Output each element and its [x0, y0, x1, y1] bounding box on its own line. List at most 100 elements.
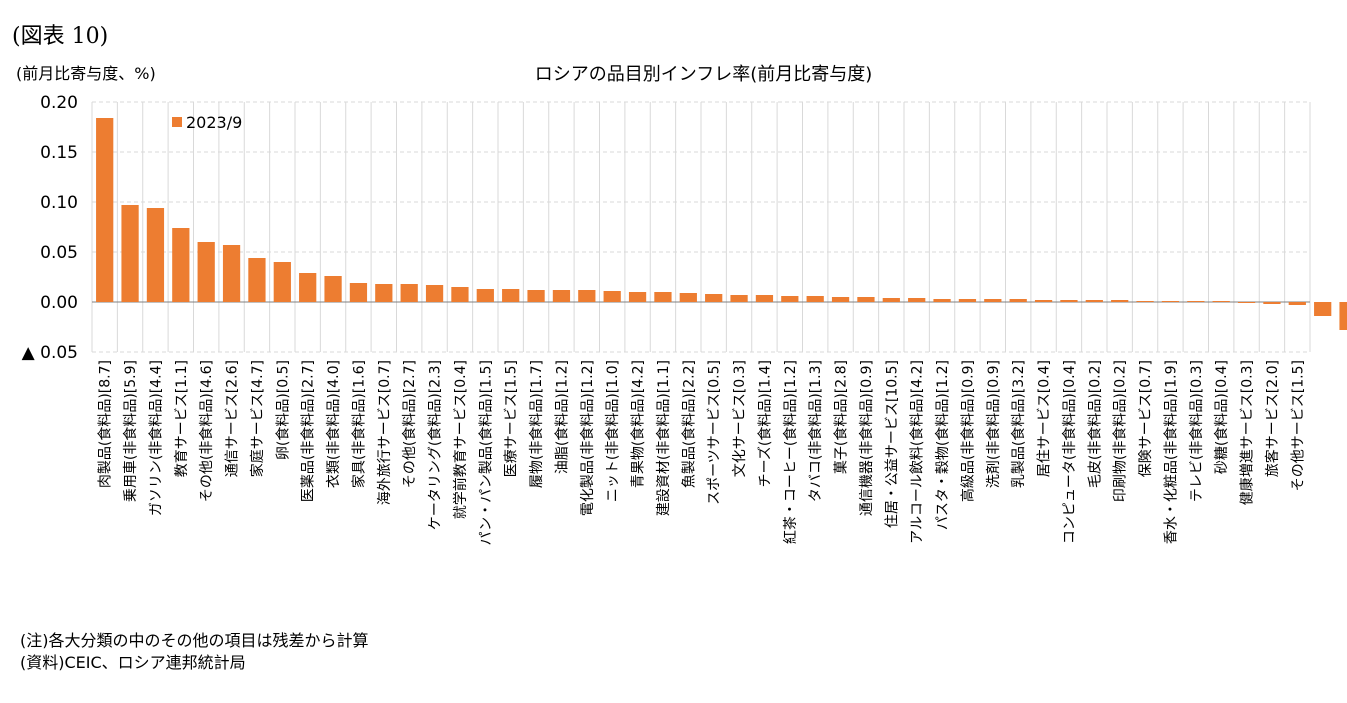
- x-tick-label: タバコ(非食料品)[1.3]: [807, 360, 824, 502]
- notes: (注)各大分類の中のその他の項目は残差から計算 (資料)CEIC、ロシア連邦統計…: [20, 630, 369, 674]
- bar: [730, 295, 748, 302]
- bar: [603, 291, 621, 302]
- bar: [984, 299, 1002, 302]
- figure-label: (図表 10): [12, 24, 109, 49]
- bar: [679, 293, 697, 302]
- legend-label: 2023/9: [186, 113, 242, 132]
- bar: [806, 296, 824, 302]
- x-tick-label: その他サービス[1.5]: [1290, 360, 1306, 491]
- bar: [248, 258, 266, 302]
- bar: [705, 294, 723, 302]
- x-tick-label: 医薬品(非食料品)[2.7]: [300, 360, 317, 502]
- y-tick-label: 0.20: [40, 93, 78, 113]
- bar: [628, 292, 647, 302]
- legend-swatch: [172, 117, 182, 127]
- bar: [882, 298, 900, 302]
- bar: [755, 295, 774, 302]
- bar: [654, 292, 672, 302]
- bar: [146, 208, 165, 302]
- x-tick-label: 香水・化粧品(非食料品)[1.9]: [1162, 360, 1179, 544]
- x-tick-label: チーズ(食料品)[1.4]: [756, 360, 773, 487]
- x-tick-label: ガソリン(非食料品)[4.4]: [147, 360, 164, 516]
- x-tick-label: 洗剤(非食料品)[0.9]: [985, 360, 1002, 488]
- bar: [121, 205, 139, 302]
- bar: [324, 276, 342, 302]
- x-tick-label: その他(非食料品)[4.6]: [198, 360, 215, 502]
- x-tick-label: 青果物(食料品)[4.2]: [630, 360, 647, 488]
- x-tick-label: 医療サービス[1.5]: [503, 360, 520, 477]
- bar: [1085, 300, 1103, 302]
- bar: [349, 283, 368, 302]
- x-tick-label: 衣類(非食料品)[4.0]: [325, 360, 342, 488]
- x-tick-label: 保険サービス[0.7]: [1138, 360, 1154, 477]
- bar: [831, 297, 850, 302]
- y-tick-label: ▲ 0.05: [22, 343, 78, 363]
- bar: [1111, 300, 1129, 302]
- bar: [502, 289, 520, 302]
- x-tick-label: 乳製品(食料品)[3.2]: [1010, 360, 1027, 488]
- x-tick-label: 住居・公益サービス[10.5]: [884, 360, 900, 528]
- bar: [1161, 301, 1180, 302]
- y-tick-label: 0.10: [40, 193, 78, 213]
- bar: [96, 118, 114, 302]
- x-tick-label: 毛皮(非食料品)[0.2]: [1086, 360, 1103, 488]
- x-tick-label: ニット(非食料品)[1.0]: [604, 360, 621, 502]
- y-tick-label: 0.05: [40, 243, 78, 263]
- x-tick-label: 紅茶・コーヒー(食料品)[1.2]: [782, 360, 799, 544]
- bar: [1187, 301, 1205, 302]
- bar-layer: [96, 118, 1347, 330]
- x-tick-label: 卵(食料品)[0.5]: [274, 360, 291, 460]
- x-tick-label: 通信機器(非食料品)[0.9]: [858, 360, 875, 516]
- bar: [857, 297, 875, 302]
- bar: [1212, 301, 1230, 302]
- x-tick-label: 居住サービス[0.4]: [1037, 360, 1053, 477]
- x-label-layer: 肉製品(食料品)[8.7] 乗用車(非食料品)[5.9] ガソリン(非食料品)[4.…: [97, 360, 1307, 546]
- bar: [1237, 302, 1256, 303]
- bar: [1314, 302, 1332, 316]
- bar: [451, 287, 469, 302]
- x-tick-label: パン・パン製品(食料品)[1.5]: [477, 360, 494, 546]
- bar: [1034, 300, 1053, 302]
- bar: [1288, 302, 1306, 305]
- chart-title: ロシアの品目別インフレ率(前月比寄与度): [534, 64, 873, 85]
- x-tick-label: 印刷物(非食料品)[0.2]: [1112, 360, 1129, 502]
- x-tick-label: 油脂(食料品)[1.2]: [553, 360, 570, 474]
- x-tick-label: スポーツサービス[0.5]: [707, 360, 723, 505]
- x-tick-label: 通信サービス[2.6]: [225, 360, 241, 477]
- x-tick-label: 乗用車(非食料品)[5.9]: [122, 360, 139, 502]
- x-tick-label: 高級品(非食料品)[0.9]: [959, 360, 976, 502]
- bar: [1060, 300, 1078, 302]
- x-tick-label: ケータリング(食料品)[2.3]: [427, 360, 444, 530]
- x-tick-label: 文化サービス[0.3]: [732, 360, 748, 477]
- x-tick-label: 家庭サービス[4.7]: [249, 360, 266, 477]
- x-tick-label: 電化製品(非食料品)[1.2]: [579, 360, 596, 516]
- legend: 2023/9: [172, 113, 242, 132]
- bar: [1339, 302, 1347, 330]
- x-tick-label: パスタ・穀物(食料品)[1.2]: [934, 360, 951, 530]
- bar: [552, 290, 571, 302]
- bar: [527, 290, 545, 302]
- bar: [578, 290, 596, 302]
- x-tick-label: 家具(非食料品)[1.6]: [350, 360, 367, 488]
- y-tick-label: 0.15: [40, 143, 78, 163]
- x-tick-label: コンピュータ(非食料品)[0.4]: [1061, 360, 1078, 544]
- bar: [1263, 302, 1281, 304]
- y-tick-layer: 0.20 0.15 0.10 0.05 0.00 ▲ 0.05: [22, 93, 78, 363]
- x-tick-label: 就学前教育サービス[0.4]: [452, 360, 469, 519]
- y-tick-label: 0.00: [40, 293, 78, 313]
- bar: [273, 262, 291, 302]
- grid-layer: [91, 101, 1311, 353]
- x-tick-label: 建設資材(非食料品)[1.1]: [655, 360, 672, 516]
- x-tick-label: 旅客サービス[2.0]: [1264, 360, 1281, 477]
- x-tick-label: 魚製品(食料品)[2.2]: [680, 360, 697, 488]
- x-tick-label: アルコール飲料(食料品)[4.2]: [909, 360, 926, 544]
- x-tick-label: 砂糖(食料品)[0.4]: [1213, 360, 1230, 474]
- x-tick-label: テレビ(非食料品)[0.3]: [1188, 360, 1205, 502]
- bar: [375, 284, 393, 302]
- bar: [400, 284, 418, 302]
- bar: [933, 299, 951, 302]
- x-tick-label: 肉製品(食料品)[8.7]: [97, 360, 114, 488]
- x-tick-label: 健康増進サービス[0.3]: [1239, 360, 1256, 505]
- bar: [197, 242, 215, 302]
